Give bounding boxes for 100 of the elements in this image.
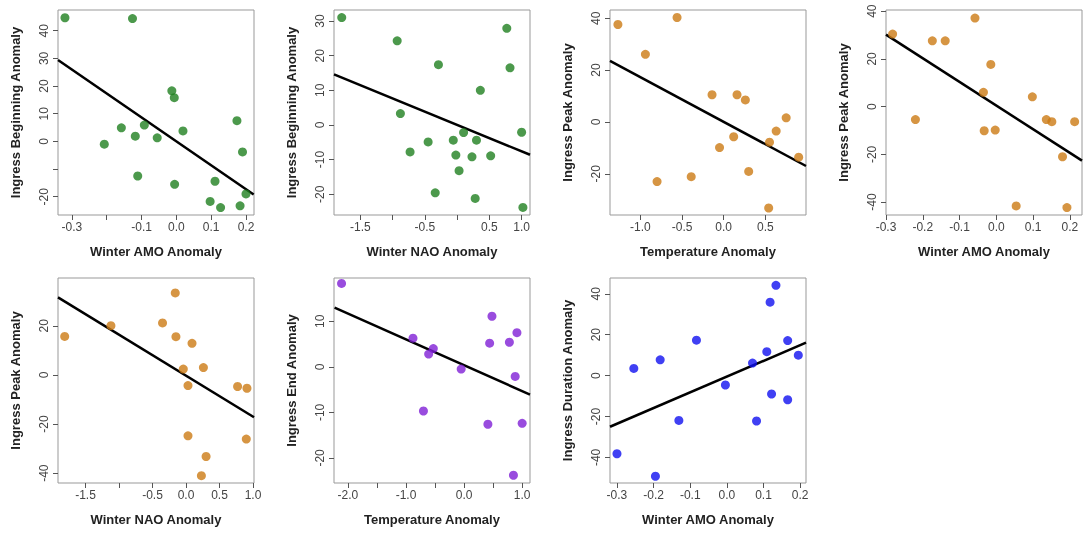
point [764, 203, 774, 213]
y-tick-label: -20 [313, 185, 327, 203]
x-tick-label: 0.5 [481, 220, 499, 234]
x-axis-title: Temperature Anomaly [364, 512, 501, 527]
y-axis-title: Ingress End Anomaly [284, 313, 299, 447]
point [505, 63, 515, 73]
point [781, 113, 791, 123]
y-tick-label: 40 [589, 286, 603, 301]
y-tick-label: 40 [589, 11, 603, 25]
point [60, 331, 70, 341]
point [167, 86, 177, 96]
y-tick-label: 0 [37, 137, 51, 145]
x-axis-title: Winter AMO Anomaly [918, 244, 1051, 259]
y-tick-label: 30 [37, 51, 51, 66]
point [467, 152, 477, 162]
y-tick-label: 40 [37, 23, 51, 38]
point [423, 137, 433, 147]
y-tick-label: 0 [589, 118, 603, 126]
point [116, 123, 126, 133]
point [720, 380, 730, 390]
x-tick-label: 0.5 [211, 488, 229, 502]
point [106, 321, 116, 331]
point [910, 115, 920, 125]
x-axis-title: Winter NAO Anomaly [90, 512, 223, 527]
point [242, 383, 252, 393]
point [783, 395, 793, 405]
point [178, 364, 188, 374]
point [686, 172, 696, 182]
x-tick-label: -1.0 [630, 220, 652, 234]
point [451, 150, 461, 160]
x-tick-label: 1.0 [244, 488, 262, 502]
point [970, 13, 980, 23]
y-tick-label: 20 [37, 79, 51, 93]
y-tick-label: 0 [313, 121, 327, 129]
point [512, 328, 522, 338]
x-tick-label: -2.0 [337, 488, 359, 502]
point [235, 201, 245, 211]
x-tick-label: 0.0 [715, 220, 733, 234]
point [888, 29, 898, 39]
x-tick-label: 0.5 [757, 220, 775, 234]
y-tick-label: 10 [37, 106, 51, 121]
point [1027, 92, 1037, 102]
y-tick-label: 10 [313, 83, 327, 98]
y-tick-label: -20 [37, 187, 51, 206]
y-tick-label: -40 [37, 464, 51, 482]
point [765, 297, 775, 307]
point [408, 333, 418, 343]
x-tick-label: -0.2 [643, 488, 665, 502]
point [171, 332, 181, 342]
x-tick-label: -0.2 [912, 220, 934, 234]
point [139, 120, 149, 130]
point [485, 338, 495, 348]
y-axis-title: Ingress Beginning Anomaly [8, 26, 23, 199]
x-tick-label: 0.0 [177, 488, 195, 502]
point [392, 36, 402, 46]
y-tick-label: -20 [313, 448, 327, 467]
y-tick-label: -10 [313, 150, 327, 169]
x-tick-label: -0.5 [671, 220, 693, 234]
x-axis-title: Temperature Anomaly [640, 244, 777, 259]
point [510, 371, 520, 381]
x-tick-label: 0.2 [1061, 220, 1079, 234]
point [517, 418, 527, 428]
point [990, 125, 1000, 135]
point [418, 406, 428, 416]
point [652, 177, 662, 187]
x-tick-label: 0.2 [791, 488, 809, 502]
point [183, 431, 193, 441]
point [978, 87, 988, 97]
y-tick-label: -20 [589, 407, 603, 426]
y-tick-label: -40 [865, 193, 879, 211]
point [707, 90, 717, 100]
point [508, 470, 518, 480]
y-tick-label: -20 [865, 145, 879, 164]
point [672, 13, 682, 23]
point [771, 126, 781, 136]
x-tick-label: -0.5 [414, 220, 436, 234]
x-tick-label: 0.0 [718, 488, 736, 502]
point [337, 278, 347, 288]
x-tick-label: -1.0 [395, 488, 417, 502]
y-tick-label: 20 [589, 63, 603, 77]
point [640, 49, 650, 59]
x-tick-label: -0.1 [949, 220, 971, 234]
point [99, 139, 109, 149]
point [430, 188, 440, 198]
point [196, 471, 206, 481]
y-tick-label: 20 [37, 318, 51, 333]
point [130, 131, 140, 141]
point [198, 363, 208, 373]
y-tick-label: 20 [589, 327, 603, 342]
point [238, 147, 248, 157]
y-tick-label: 40 [865, 4, 879, 18]
point [504, 337, 514, 347]
point [767, 389, 777, 399]
point [783, 336, 793, 346]
point [205, 196, 215, 206]
x-tick-label: 1.0 [513, 220, 531, 234]
point [613, 20, 623, 30]
point [979, 126, 989, 136]
y-axis-title: Ingress Peak Anomaly [8, 310, 23, 450]
y-tick-label: 0 [313, 363, 327, 371]
